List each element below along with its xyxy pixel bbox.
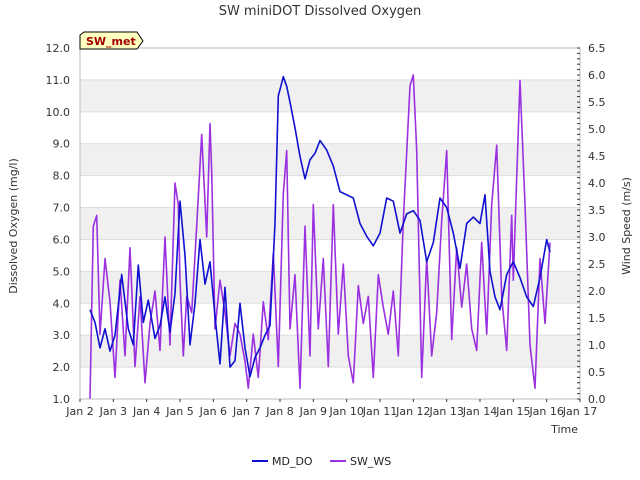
y-tick-label: 12.0 [46,42,71,55]
x-tick-label: Jan 16 [528,405,563,418]
y2-axis-title: Wind Speed (m/s) [620,177,633,275]
legend-label-sw-ws: SW_WS [350,455,391,468]
y2-tick-label: 3.0 [588,231,606,244]
x-tick-label: Jan 6 [199,405,227,418]
series-line-md-do [89,75,551,378]
chart-title: SW miniDOT Dissolved Oxygen [219,4,422,19]
x-tick-label: Jan 17 [562,405,597,418]
badge-label: SW_met [86,35,136,48]
x-axis-title: Time [550,423,578,436]
x-tick-label: Jan 15 [495,405,530,418]
x-tick-label: Jan 8 [265,405,293,418]
y-tick-label: 2.0 [53,361,71,374]
right-axis: 0.0 0.5 1.0 1.5 2.0 2.5 3.0 3.5 4.0 4.5 5.0 5.5 6.0 6… [577,42,606,406]
x-tick-label: Jan 4 [132,405,160,418]
x-tick-label: Jan 11 [362,405,397,418]
y2-tick-label: 4.5 [588,150,606,163]
grid-band [80,335,580,368]
series-line-sw-ws [89,74,551,400]
y-tick-label: 8.0 [53,170,71,183]
x-tick-label: Jan 14 [462,405,497,418]
y-axis-title: Dissolved Oxygen (mg/l) [7,158,20,293]
y-tick-label: 7.0 [53,202,71,215]
series-layer [89,74,551,400]
y-tick-label: 4.0 [53,297,71,310]
x-tick-label: Jan 3 [99,405,127,418]
y2-tick-label: 6.5 [588,42,606,55]
x-tick-label: Jan 2 [65,405,93,418]
grid-band [80,79,580,112]
y2-tick-label: 3.5 [588,204,606,217]
y-tick-label: 3.0 [53,329,71,342]
x-tick-label: Jan 10 [328,405,363,418]
badge: SW_met [79,31,144,50]
x-tick-label: Jan 9 [299,405,327,418]
y-tick-label: 6.0 [53,233,71,246]
y2-tick-label: 5.0 [588,123,606,136]
x-tick-label: Jan 5 [165,405,193,418]
y2-tick-label: 1.5 [588,312,606,325]
legend: MD_DO SW_WS [252,455,391,468]
y-tick-label: 11.0 [46,74,71,87]
plot-frame [79,47,581,400]
left-axis: 1.0 2.0 3.0 4.0 5.0 6.0 7.0 8.0 9.0 10.0 11.0 12.0 [46,42,71,406]
y-tick-label: 1.0 [53,393,71,406]
y2-tick-label: 0.0 [588,393,606,406]
x-tick-label: Jan 12 [395,405,430,418]
badge-shape [79,31,144,50]
y2-tick-label: 2.5 [588,258,606,271]
y-tick-label: 10.0 [46,106,71,119]
y2-tick-label: 4.0 [588,177,606,190]
legend-label-md-do: MD_DO [272,455,313,468]
x-tick-label: Jan 13 [428,405,463,418]
y2-tick-label: 5.5 [588,96,606,109]
y2-tick-label: 1.0 [588,339,606,352]
y2-tick-label: 6.0 [588,69,606,82]
y2-tick-label: 0.5 [588,366,606,379]
x-axis: Jan 2 Jan 3 Jan 4 Jan 5 Jan 6 Jan 7 Jan 8 Jan 9… [65,399,597,418]
y2-tick-label: 2.0 [588,285,606,298]
plot-background [80,48,580,399]
x-tick-label: Jan 7 [232,405,260,418]
grid-band [80,207,580,240]
y-tick-label: 9.0 [53,138,71,151]
y-tick-label: 5.0 [53,265,71,278]
